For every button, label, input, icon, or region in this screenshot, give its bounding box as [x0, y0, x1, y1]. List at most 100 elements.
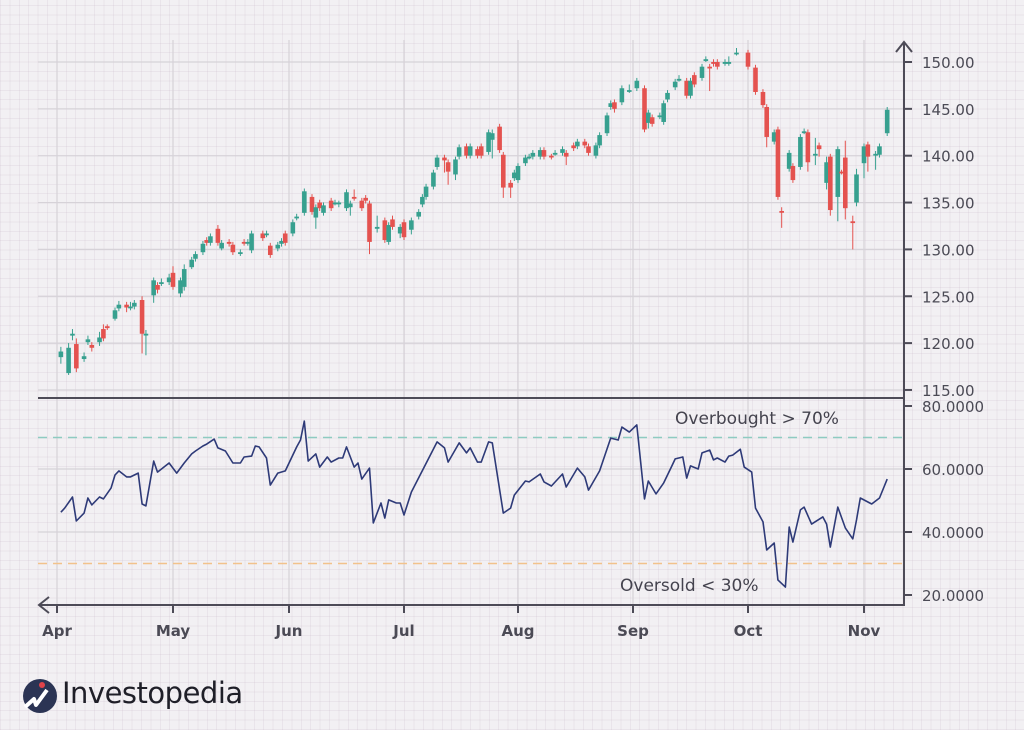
candle	[586, 143, 591, 156]
candle	[193, 251, 198, 262]
candle-body	[445, 162, 451, 172]
candle-body	[775, 129, 781, 197]
candle	[726, 56, 732, 66]
candle	[445, 159, 451, 185]
candle-body	[453, 159, 458, 175]
candle-body	[612, 102, 617, 109]
candle	[541, 147, 547, 160]
candle-body	[348, 203, 353, 208]
y-axis-arrow-icon	[895, 40, 913, 53]
axes	[37, 40, 913, 614]
overbought-label: Overbought > 70%	[675, 409, 839, 429]
candle-body	[178, 280, 183, 294]
candle-body	[189, 259, 195, 268]
x-tick-label: Jul	[392, 622, 414, 640]
candle	[775, 126, 781, 200]
candle	[442, 154, 447, 173]
x-axis-arrow-icon	[37, 596, 50, 614]
candle	[104, 324, 110, 330]
candle-body	[861, 146, 867, 164]
candle-body	[842, 157, 848, 209]
candle-body	[692, 75, 697, 85]
candle-body	[208, 236, 213, 243]
candle	[139, 296, 145, 354]
candle	[143, 329, 149, 356]
rsi-line	[60, 420, 888, 588]
candle-body	[699, 66, 705, 78]
candle-body	[332, 202, 338, 205]
candle	[456, 144, 462, 160]
candle-body	[363, 197, 368, 201]
candle-body	[801, 131, 807, 134]
candle	[764, 104, 770, 148]
candle	[390, 215, 395, 230]
candle	[215, 225, 221, 246]
candle	[676, 75, 682, 82]
candle	[336, 200, 342, 208]
candle	[608, 100, 614, 110]
candle-body	[854, 174, 859, 203]
candle-body	[500, 154, 506, 188]
candle-body	[359, 200, 365, 209]
candle	[155, 282, 160, 294]
candle-body	[541, 150, 547, 157]
candle	[699, 63, 705, 81]
candle-body	[873, 153, 878, 156]
candle-body	[282, 233, 288, 243]
rsi-tick-label: 60.0000	[922, 461, 984, 479]
candle-body	[753, 67, 758, 92]
y-tick-labels: 150.00 145.00 140.00 135.00 130.00 125.00 120.…	[904, 54, 984, 605]
candle	[760, 89, 766, 108]
candle-body	[593, 145, 599, 156]
candle	[453, 156, 458, 181]
candle-body	[456, 147, 462, 157]
candle	[478, 143, 484, 159]
candle	[626, 84, 632, 93]
candle-body	[382, 220, 388, 241]
candle	[302, 188, 307, 216]
candle	[649, 114, 655, 127]
candle-body	[703, 59, 709, 61]
candle-body	[442, 157, 447, 161]
candle-body	[420, 196, 425, 205]
candle	[798, 134, 803, 170]
candle-body	[537, 150, 543, 157]
candle-body	[711, 62, 716, 64]
candle	[824, 156, 829, 190]
candle	[552, 150, 558, 156]
candle	[575, 138, 580, 150]
candle	[786, 150, 792, 172]
rsi-tick-label: 40.0000	[922, 524, 984, 542]
candle-body	[219, 242, 224, 249]
candle	[386, 222, 391, 245]
candle	[711, 59, 716, 67]
candle-body	[764, 106, 770, 137]
y-tick-label: 125.00	[922, 288, 975, 306]
candle-body	[416, 211, 422, 217]
candle-body	[275, 244, 281, 249]
candle	[813, 137, 818, 166]
candle	[745, 49, 751, 70]
candle	[294, 213, 299, 221]
candle	[81, 352, 87, 362]
candle-body	[170, 272, 176, 287]
candle	[401, 219, 407, 241]
candle	[101, 324, 106, 342]
x-tick-label: Jun	[275, 622, 303, 640]
candle-body	[204, 240, 209, 243]
candle-body	[351, 196, 357, 199]
candle	[260, 230, 266, 241]
candle-body	[181, 269, 187, 287]
candle-body	[604, 115, 610, 134]
candle-body	[309, 196, 315, 212]
candle	[790, 163, 796, 183]
candle-body	[798, 136, 803, 167]
candle-body	[642, 88, 647, 130]
candle	[508, 180, 513, 198]
candle-body	[549, 155, 554, 158]
candle	[816, 142, 822, 157]
candle-body	[70, 333, 75, 336]
candle	[604, 112, 610, 137]
candle	[328, 197, 334, 211]
candle	[374, 215, 380, 233]
